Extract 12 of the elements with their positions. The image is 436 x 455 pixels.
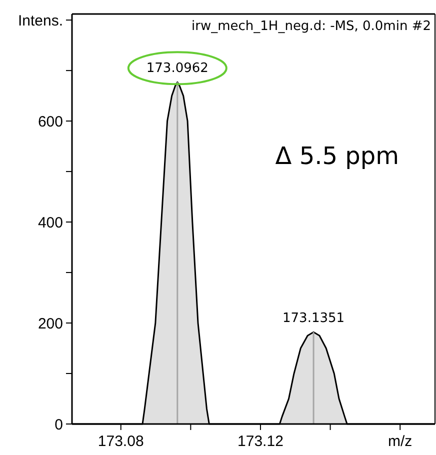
y-tick-label: 200 bbox=[38, 315, 63, 332]
y-tick-label: 400 bbox=[38, 214, 63, 232]
chart-title: irw_mech_1H_neg.d: -MS, 0.0min #2 bbox=[192, 19, 431, 34]
x-tick-label: 173.12 bbox=[238, 433, 284, 450]
y-axis-title: Intens. bbox=[18, 12, 63, 30]
x-axis-title: m/z bbox=[388, 433, 412, 450]
annotation: 173.1351 bbox=[282, 311, 345, 326]
annotation: 173.0962 bbox=[146, 61, 208, 76]
annotation: Δ 5.5 ppm bbox=[275, 142, 399, 170]
y-tick-label: 600 bbox=[38, 113, 63, 130]
x-tick-label: 173.08 bbox=[98, 433, 144, 450]
y-tick-label: 0 bbox=[54, 416, 63, 434]
